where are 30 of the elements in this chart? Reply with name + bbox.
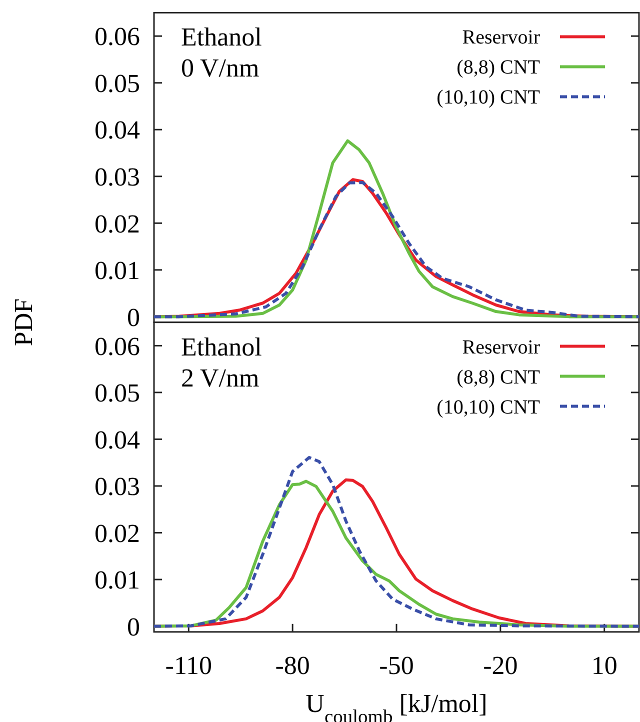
y-tick-label: 0.06 xyxy=(94,22,140,52)
annotation: Ethanol xyxy=(181,332,262,362)
y-tick-label: 0.02 xyxy=(94,518,140,548)
legend-label: (8,8) CNT xyxy=(456,56,540,79)
y-tick-label: 0.05 xyxy=(94,68,140,98)
y-axis-title: PDF xyxy=(9,298,38,346)
y-tick-label: 0.05 xyxy=(94,378,140,408)
x-tick-label: -80 xyxy=(275,650,310,680)
y-tick-label: 0.01 xyxy=(94,256,140,286)
x-tick-label: -50 xyxy=(379,650,414,680)
y-tick-label: 0.03 xyxy=(94,472,140,502)
y-tick-label: 0.04 xyxy=(94,116,140,145)
annotation: Ethanol xyxy=(181,22,262,52)
y-tick-label: 0 xyxy=(127,302,140,332)
y-tick-label: 0.06 xyxy=(94,332,140,361)
x-tick-label: -20 xyxy=(483,650,518,680)
y-tick-label: 0 xyxy=(127,612,140,642)
annotation: 2 V/nm xyxy=(181,363,260,392)
annotation: 0 V/nm xyxy=(181,54,260,83)
y-tick-label: 0.01 xyxy=(94,566,140,595)
legend-label: Reservoir xyxy=(462,336,540,358)
legend-label: (8,8) CNT xyxy=(456,366,540,388)
legend-label: Reservoir xyxy=(462,26,540,49)
x-tick-label: -110 xyxy=(165,650,212,680)
y-tick-label: 0.02 xyxy=(94,209,140,238)
x-tick-label: 10 xyxy=(591,650,618,680)
y-tick-label: 0.04 xyxy=(94,425,140,454)
legend-label: (10,10) CNT xyxy=(436,396,540,418)
legend-label: (10,10) CNT xyxy=(436,86,540,109)
y-tick-label: 0.03 xyxy=(94,162,140,192)
